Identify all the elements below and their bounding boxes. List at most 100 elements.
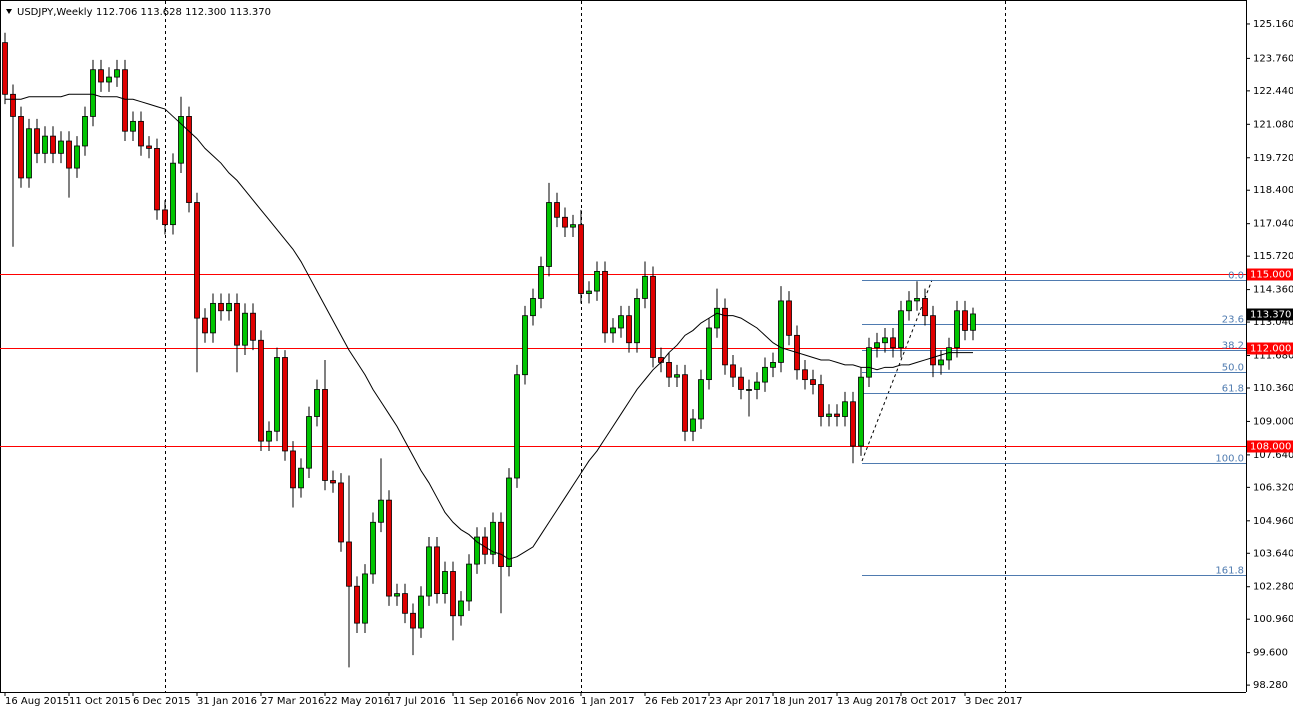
- y-tick-label: 98.280: [1253, 680, 1288, 691]
- candle-body: [234, 302, 240, 346]
- fibonacci-trendline: [861, 279, 933, 462]
- candle-body: [554, 202, 560, 218]
- axis-layer: 125.160 123.760 122.440 121.080 119.720 118.4…: [4, 19, 1293, 707]
- candle-body: [962, 310, 968, 331]
- price-level-tag: [1247, 440, 1293, 453]
- candle-body: [914, 298, 920, 302]
- x-tick-label: 26 Feb 2017: [645, 696, 707, 707]
- candle-body: [274, 357, 280, 432]
- current-price-label: 113.370: [1250, 310, 1291, 321]
- y-tick-label: 100.960: [1253, 614, 1293, 625]
- candle-body: [666, 362, 672, 378]
- candle-body: [874, 342, 880, 349]
- candle-body: [226, 302, 232, 312]
- candle-body: [922, 298, 928, 317]
- price-level-label: 112.000: [1250, 344, 1291, 355]
- moving-average: [5, 93, 973, 560]
- y-tick-label: 111.680: [1253, 351, 1293, 362]
- candle-body: [506, 477, 512, 567]
- x-tick-label: 11 Oct 2015: [69, 696, 131, 707]
- candle-body: [450, 571, 456, 617]
- candle-body: [50, 135, 56, 154]
- candle-body: [162, 209, 168, 226]
- candle-body: [410, 612, 416, 629]
- candle-body: [402, 593, 408, 614]
- candle-body: [362, 573, 368, 624]
- candle-body: [442, 571, 448, 595]
- candle-body: [210, 302, 216, 334]
- candle-body: [18, 116, 24, 179]
- candle-body: [218, 302, 224, 312]
- candle-body: [250, 312, 256, 341]
- candle-body: [802, 369, 808, 381]
- candle-body: [746, 389, 752, 391]
- candle-body: [530, 298, 536, 317]
- candle-body: [850, 401, 856, 447]
- candle-body: [626, 315, 632, 344]
- y-tick-label: 115.720: [1253, 251, 1293, 262]
- y-tick-label: 114.360: [1253, 285, 1293, 296]
- candle-body: [82, 116, 88, 147]
- x-tick-label: 17 Jul 2016: [389, 696, 446, 707]
- candle-body: [786, 300, 792, 336]
- candle-body: [466, 563, 472, 602]
- candle-body: [138, 120, 144, 147]
- fibonacci-label: 100.0: [1215, 454, 1244, 465]
- candle-body: [514, 374, 520, 479]
- x-tick-label: 13 Aug 2017: [837, 696, 901, 707]
- candle-body: [890, 337, 896, 349]
- candle-body: [114, 69, 120, 78]
- candle-body: [762, 366, 768, 383]
- x-tick-label: 11 Sep 2016: [453, 696, 516, 707]
- candle-body: [778, 300, 784, 363]
- candle-body: [730, 364, 736, 378]
- candle-body: [650, 275, 656, 358]
- candle-body: [282, 357, 288, 452]
- candle-body: [74, 145, 80, 169]
- candle-body: [474, 536, 480, 565]
- candle-body: [258, 339, 264, 442]
- y-tick-label: 119.720: [1253, 153, 1293, 164]
- candle-body: [202, 317, 208, 334]
- candle-body: [354, 585, 360, 624]
- x-tick-label: 6 Dec 2015: [133, 696, 191, 707]
- current-price-tag: [1247, 308, 1293, 321]
- candle-body: [546, 202, 552, 267]
- fibonacci-label: 38.2: [1222, 341, 1244, 352]
- y-tick-label: 117.040: [1253, 219, 1293, 230]
- candle-body: [578, 224, 584, 294]
- candle-body: [314, 389, 320, 417]
- price-level-tag: [1247, 268, 1293, 281]
- price-level-label: 108.000: [1250, 442, 1291, 453]
- candles-layer: [2, 32, 976, 668]
- header-arrow: [6, 9, 12, 14]
- candle-body: [610, 327, 616, 334]
- header-ohlc: 112.706 113.628 112.300 113.370: [96, 7, 271, 18]
- candle-body: [490, 521, 496, 555]
- candle-body: [538, 266, 544, 299]
- candle-body: [154, 148, 160, 211]
- candle-body: [330, 480, 336, 484]
- candle-body: [826, 413, 832, 417]
- candle-body: [34, 128, 40, 154]
- candle-body: [498, 521, 504, 567]
- candle-body: [930, 315, 936, 366]
- candle-body: [266, 430, 272, 442]
- candle-body: [642, 275, 648, 299]
- candle-body: [938, 359, 944, 366]
- candle-body: [346, 541, 352, 587]
- candle-body: [298, 467, 304, 489]
- candle-body: [562, 216, 568, 228]
- x-tick-label: 18 Jun 2017: [773, 696, 833, 707]
- candle-body: [594, 270, 600, 292]
- candle-body: [434, 546, 440, 595]
- candle-body: [394, 593, 400, 597]
- candle-body: [178, 116, 184, 164]
- candle-body: [418, 595, 424, 629]
- candle-body: [458, 600, 464, 617]
- fibonacci-label: 50.0: [1222, 363, 1244, 374]
- candle-body: [26, 128, 32, 179]
- x-tick-label: 23 Apr 2017: [709, 696, 771, 707]
- fibonacci-label: 161.8: [1215, 566, 1244, 577]
